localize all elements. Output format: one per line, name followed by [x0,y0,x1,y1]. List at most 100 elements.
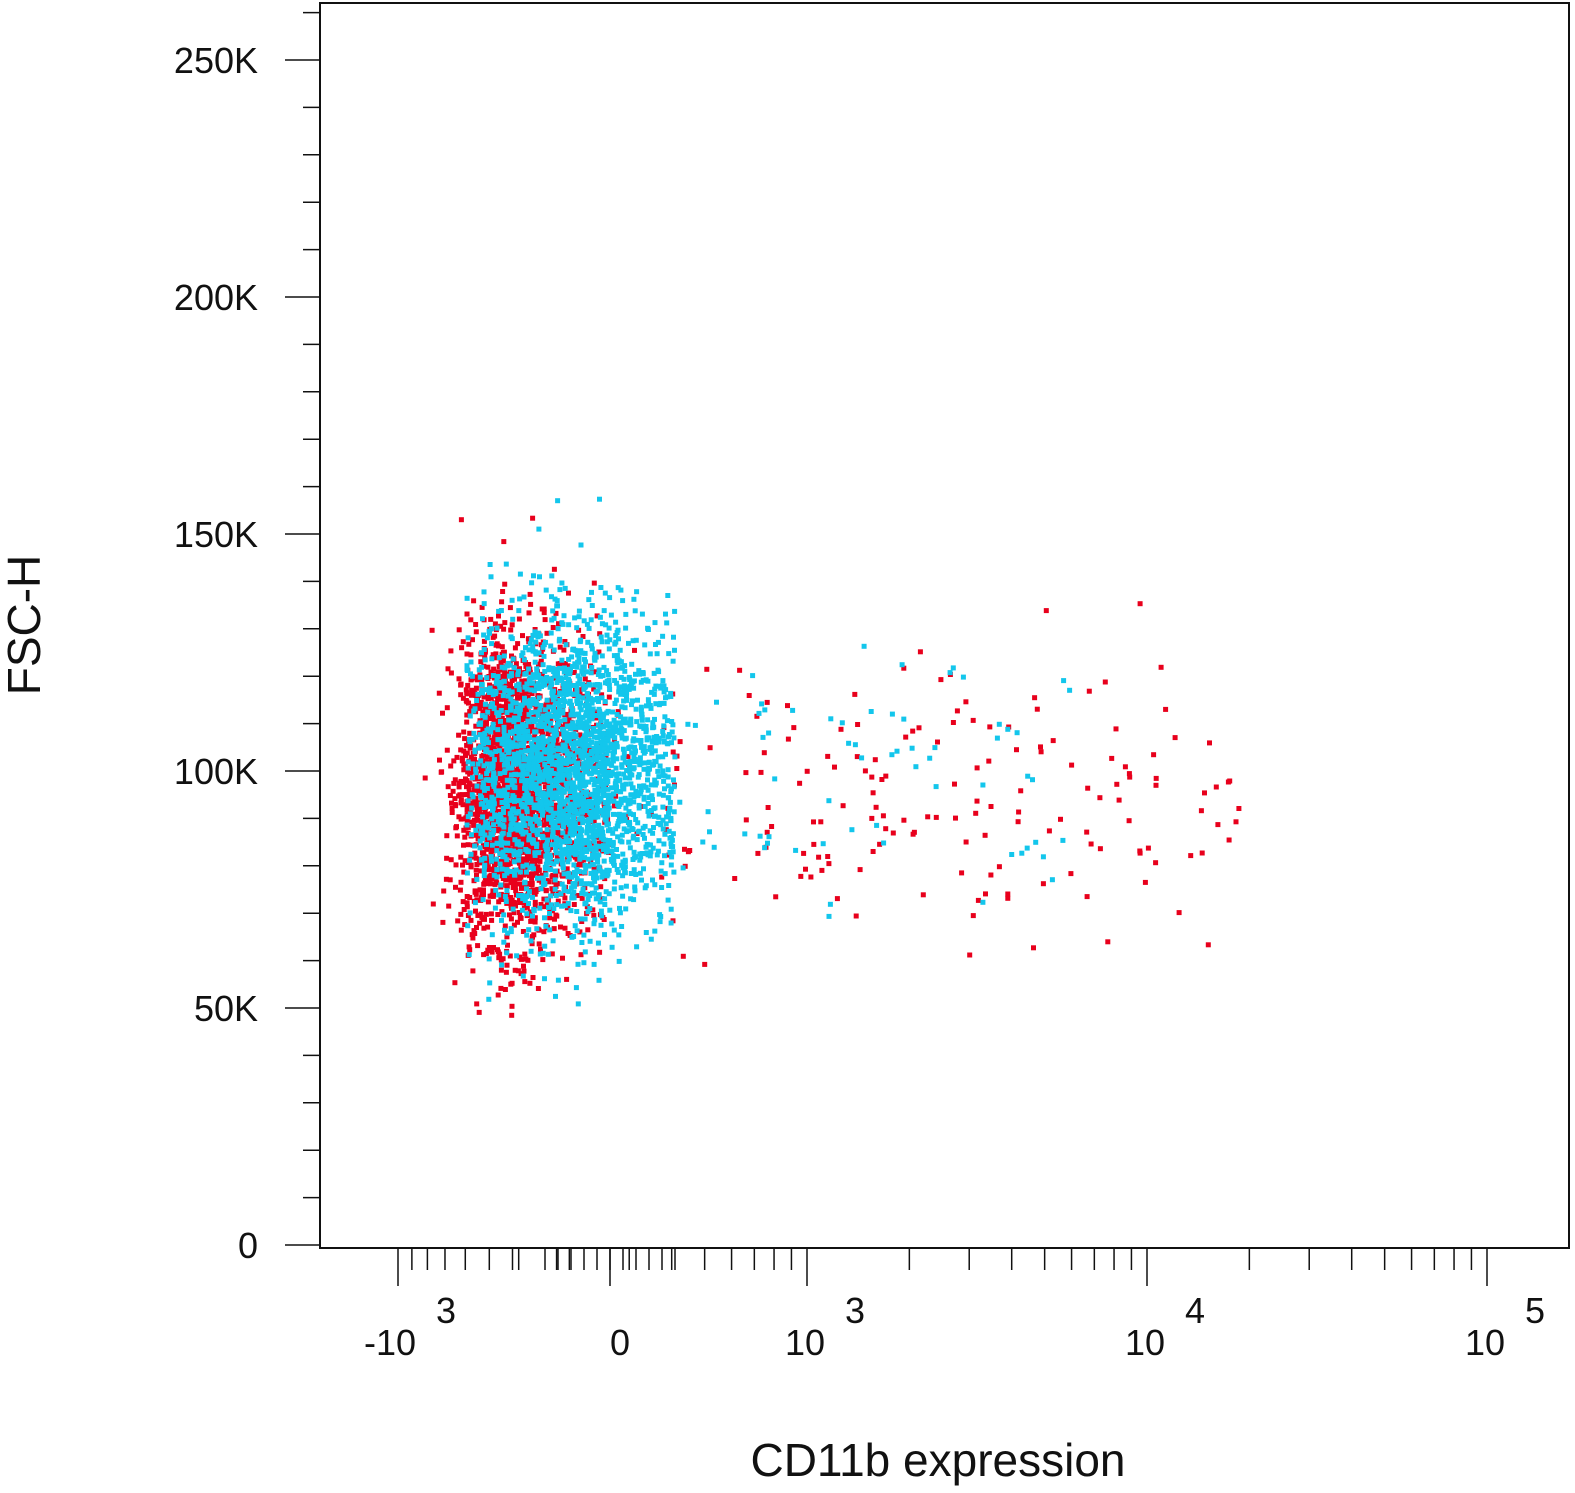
event-point [687,848,693,853]
event-point [543,872,549,878]
event-point [547,684,553,690]
event-point [614,666,620,672]
event-point [574,909,580,914]
event-point [586,856,592,862]
event-point [553,847,559,853]
event-point [566,812,572,818]
event-point [646,760,652,765]
event-point [488,616,494,622]
event-point [529,871,535,877]
event-point [566,844,571,850]
event-point [597,684,603,690]
event-point [631,812,636,818]
event-point [499,962,505,968]
event-point [652,777,658,783]
event-point [853,913,859,919]
event-point [533,814,539,820]
event-point [591,726,597,731]
event-point [535,791,540,796]
event-point [656,735,662,741]
event-point [496,748,502,754]
event-point [583,881,589,887]
event-point [605,799,611,805]
event-point [526,748,532,754]
event-point [504,672,510,678]
event-point [462,834,468,840]
event-point [473,766,479,772]
event-point [1122,764,1128,770]
event-point [487,835,493,841]
event-point [849,827,855,833]
event-point [606,891,612,897]
event-point [605,728,611,734]
event-point [562,585,568,591]
event-point [449,810,455,815]
event-point [538,642,544,648]
event-point [583,813,589,818]
event-point [474,775,480,781]
event-point [758,769,764,775]
event-point [499,664,505,670]
event-point [566,590,571,596]
event-point [578,878,584,884]
event-point [484,786,490,791]
event-point [1033,839,1039,845]
event-point [554,760,560,765]
event-point [478,911,484,917]
event-point [589,603,595,608]
event-point [910,728,916,734]
event-point [540,950,546,956]
event-point [464,900,470,906]
event-point [519,773,525,779]
event-point [502,620,508,626]
event-point [524,681,530,687]
event-point [509,841,514,847]
event-point [492,691,498,697]
event-point [496,892,502,898]
event-point [602,902,608,907]
event-point [631,736,637,742]
event-point [616,958,622,964]
event-point [497,771,503,777]
event-point [575,720,581,726]
event-point [517,571,523,577]
event-point [589,716,595,722]
event-point [558,924,563,930]
event-point [560,742,566,748]
event-point [495,669,501,675]
event-point [550,790,556,796]
event-point [655,683,661,689]
event-point [601,843,606,849]
event-point [987,724,993,730]
event-point [524,790,530,796]
event-point [536,778,542,784]
event-point [582,869,587,875]
event-point [983,891,988,897]
event-point [613,633,619,639]
event-point [614,680,620,686]
event-point [859,755,865,761]
event-point [458,747,464,753]
event-point [501,939,507,945]
event-point [521,835,527,841]
event-point [638,704,644,710]
event-point [546,904,551,910]
event-point [481,805,487,810]
event-point [537,830,543,836]
event-point [642,804,648,809]
event-point [535,763,541,769]
event-point [618,675,624,680]
event-point [536,736,542,741]
event-point [534,749,540,755]
event-point [552,916,557,922]
event-point [579,895,585,901]
event-point [631,799,637,805]
event-point [477,812,483,817]
event-point [631,754,637,760]
event-point [594,613,600,619]
event-point [494,677,500,683]
event-point [575,681,581,687]
event-point [484,736,490,742]
event-point [536,867,542,873]
event-point [487,682,493,688]
